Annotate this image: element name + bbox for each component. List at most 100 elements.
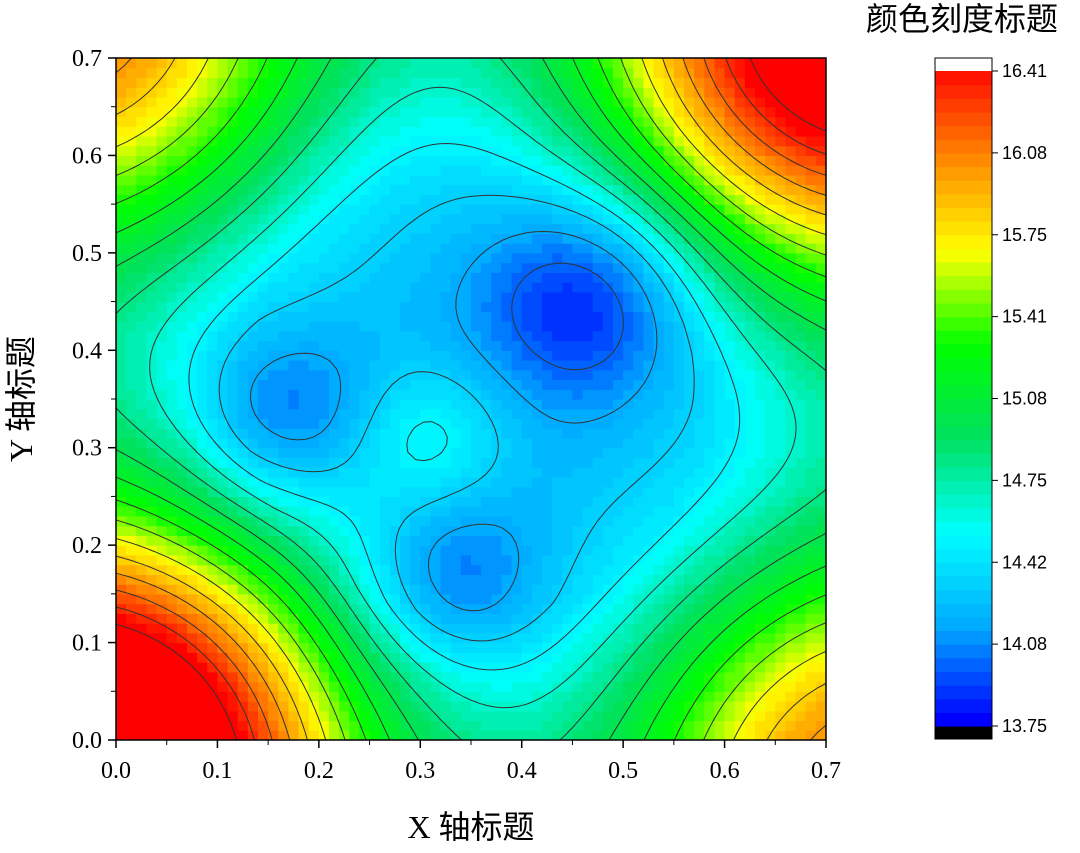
heatmap-cell xyxy=(400,603,411,614)
heatmap-cell xyxy=(572,584,584,595)
heatmap-cell xyxy=(166,96,178,108)
heatmap-cell xyxy=(481,710,492,722)
heatmap-cell xyxy=(136,457,148,468)
heatmap-cell xyxy=(116,467,127,478)
heatmap-cell xyxy=(440,399,452,410)
heatmap-cell xyxy=(511,350,523,361)
heatmap-cell xyxy=(542,272,553,283)
heatmap-cell xyxy=(765,554,776,566)
y-tick-label: 0.2 xyxy=(72,533,102,559)
heatmap-cell xyxy=(410,720,421,731)
heatmap-cell xyxy=(602,165,614,176)
heatmap-cell xyxy=(724,311,736,322)
heatmap-cell xyxy=(592,116,604,127)
heatmap-cell xyxy=(136,564,148,575)
heatmap-cell xyxy=(643,613,655,624)
heatmap-cell xyxy=(562,467,574,478)
heatmap-cell xyxy=(805,58,817,69)
heatmap-cell xyxy=(815,106,826,118)
heatmap-cell xyxy=(187,554,198,566)
heatmap-cell xyxy=(542,67,553,79)
heatmap-cell xyxy=(805,701,817,712)
heatmap-cell xyxy=(126,369,137,381)
heatmap-cell xyxy=(440,408,452,420)
heatmap-cell xyxy=(481,96,492,108)
heatmap-cell xyxy=(278,204,290,215)
heatmap-cell xyxy=(288,701,300,712)
heatmap-cell xyxy=(379,467,391,478)
heatmap-cell xyxy=(531,535,543,546)
heatmap-cell xyxy=(298,613,310,624)
heatmap-cell xyxy=(440,525,452,536)
heatmap-cell xyxy=(785,77,797,88)
heatmap-cell xyxy=(602,515,614,527)
heatmap-cell xyxy=(410,662,421,673)
heatmap-cell xyxy=(673,399,685,410)
heatmap-cell xyxy=(684,613,695,624)
heatmap-cell xyxy=(460,623,472,634)
heatmap-cell xyxy=(815,165,826,176)
heatmap-cell xyxy=(217,262,229,273)
heatmap-cell xyxy=(795,204,807,215)
heatmap-cell xyxy=(156,223,168,234)
heatmap-cell xyxy=(633,213,645,225)
heatmap-cell xyxy=(369,145,381,157)
heatmap-cell xyxy=(298,515,310,527)
heatmap-cell xyxy=(623,486,634,498)
heatmap-cell xyxy=(450,525,462,536)
heatmap-cell xyxy=(460,671,472,683)
heatmap-cell xyxy=(471,632,482,644)
heatmap-cell xyxy=(552,613,563,624)
x-tick-label: 0.2 xyxy=(304,758,334,784)
heatmap-cell xyxy=(755,291,766,303)
heatmap-cell xyxy=(410,535,421,546)
heatmap-cell xyxy=(420,311,432,322)
heatmap-cell xyxy=(187,389,198,400)
heatmap-cell xyxy=(268,457,279,468)
heatmap-cell xyxy=(460,252,472,264)
heatmap-cell xyxy=(247,574,259,585)
heatmap-cell xyxy=(491,389,503,400)
heatmap-cell xyxy=(258,574,269,585)
heatmap-cell xyxy=(582,184,594,195)
heatmap-cell xyxy=(420,330,432,342)
heatmap-cell xyxy=(694,613,705,624)
heatmap-cell xyxy=(755,174,766,186)
heatmap-cell xyxy=(755,457,766,468)
heatmap-cell xyxy=(176,145,188,157)
heatmap-cell xyxy=(460,340,472,351)
heatmap-cell xyxy=(694,447,705,459)
heatmap-cell xyxy=(146,730,158,740)
heatmap-cell xyxy=(755,603,766,614)
heatmap-cell xyxy=(744,476,756,488)
heatmap-cell xyxy=(318,593,330,605)
heatmap-cell xyxy=(704,447,716,459)
heatmap-cell xyxy=(572,116,584,127)
heatmap-cell xyxy=(623,340,634,351)
heatmap-cell xyxy=(755,204,766,215)
heatmap-cell xyxy=(420,243,432,254)
heatmap-cell xyxy=(673,545,685,556)
heatmap-cell xyxy=(521,554,533,566)
heatmap-cell xyxy=(227,457,239,468)
heatmap-cell xyxy=(247,379,259,390)
heatmap-cell xyxy=(623,554,634,566)
heatmap-cell xyxy=(237,564,249,575)
heatmap-cell xyxy=(592,340,604,351)
heatmap-cell xyxy=(268,506,279,517)
heatmap-cell xyxy=(592,67,604,79)
heatmap-cell xyxy=(136,418,148,429)
heatmap-cell xyxy=(400,720,411,731)
heatmap-cell xyxy=(471,515,482,527)
heatmap-cell xyxy=(237,272,249,283)
heatmap-cell xyxy=(552,437,563,449)
heatmap-cell xyxy=(765,58,776,69)
heatmap-cell xyxy=(785,701,797,712)
heatmap-cell xyxy=(278,252,290,264)
heatmap-cell xyxy=(359,574,371,585)
heatmap-cell xyxy=(613,369,624,381)
heatmap-cell xyxy=(460,126,472,137)
heatmap-cell xyxy=(582,350,594,361)
heatmap-cell xyxy=(268,515,279,527)
heatmap-cell xyxy=(582,613,594,624)
